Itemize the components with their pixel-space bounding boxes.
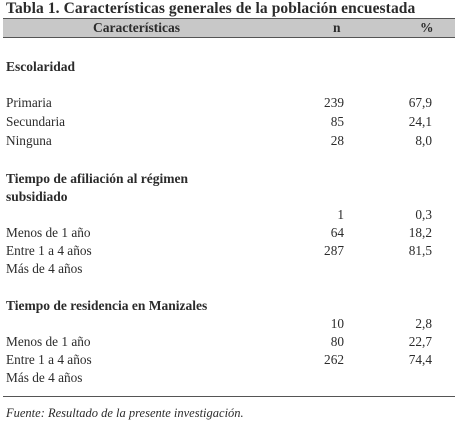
row-label: Entre 1 a 4 años	[6, 352, 92, 367]
row-label: Entre 1 a 4 años	[6, 243, 92, 258]
row-n: 239	[324, 95, 344, 110]
top-rule	[3, 18, 455, 19]
row-n: 10	[330, 316, 344, 331]
row-percent: 67,9	[408, 95, 432, 110]
row-label: Menos de 1 año	[6, 225, 91, 240]
row-percent: 2,8	[415, 316, 432, 331]
header-percent: %	[420, 20, 434, 35]
table-footnote: Fuente: Resultado de la presente investi…	[6, 406, 244, 420]
row-label: Secundaria	[6, 114, 66, 129]
row-label: Más de 4 años	[6, 370, 83, 385]
row-n: 1	[337, 207, 344, 222]
header-bottom-rule	[3, 37, 455, 38]
row-percent: 24,1	[408, 114, 432, 129]
row-label: Primaria	[6, 95, 52, 110]
table-header-row: Características n %	[3, 19, 455, 37]
row-n: 262	[324, 352, 344, 367]
section-heading-escolaridad: Escolaridad	[6, 59, 76, 74]
row-percent: 74,4	[408, 352, 432, 367]
row-n: 64	[330, 225, 344, 240]
row-n: 28	[330, 133, 344, 148]
row-label: Ninguna	[6, 133, 52, 148]
header-n: n	[333, 20, 341, 35]
row-n: 80	[330, 334, 344, 349]
row-percent: 81,5	[408, 243, 432, 258]
row-label: Más de 4 años	[6, 261, 83, 276]
row-percent: 8,0	[415, 133, 432, 148]
table-bottom-rule	[3, 396, 455, 397]
row-percent: 18,2	[408, 225, 432, 240]
row-n: 85	[330, 114, 344, 129]
row-n: 287	[324, 243, 344, 258]
row-label: Menos de 1 año	[6, 334, 91, 349]
section-heading-afiliacion-cont: subsidiado	[6, 189, 68, 204]
row-percent: 0,3	[415, 207, 432, 222]
row-percent: 22,7	[408, 334, 432, 349]
section-heading-afiliacion: Tiempo de afiliación al régimen	[6, 171, 188, 186]
header-characteristics: Características	[93, 20, 180, 35]
section-heading-residencia: Tiempo de residencia en Manizales	[6, 298, 208, 313]
table-title: Tabla 1. Características generales de la…	[6, 0, 416, 17]
